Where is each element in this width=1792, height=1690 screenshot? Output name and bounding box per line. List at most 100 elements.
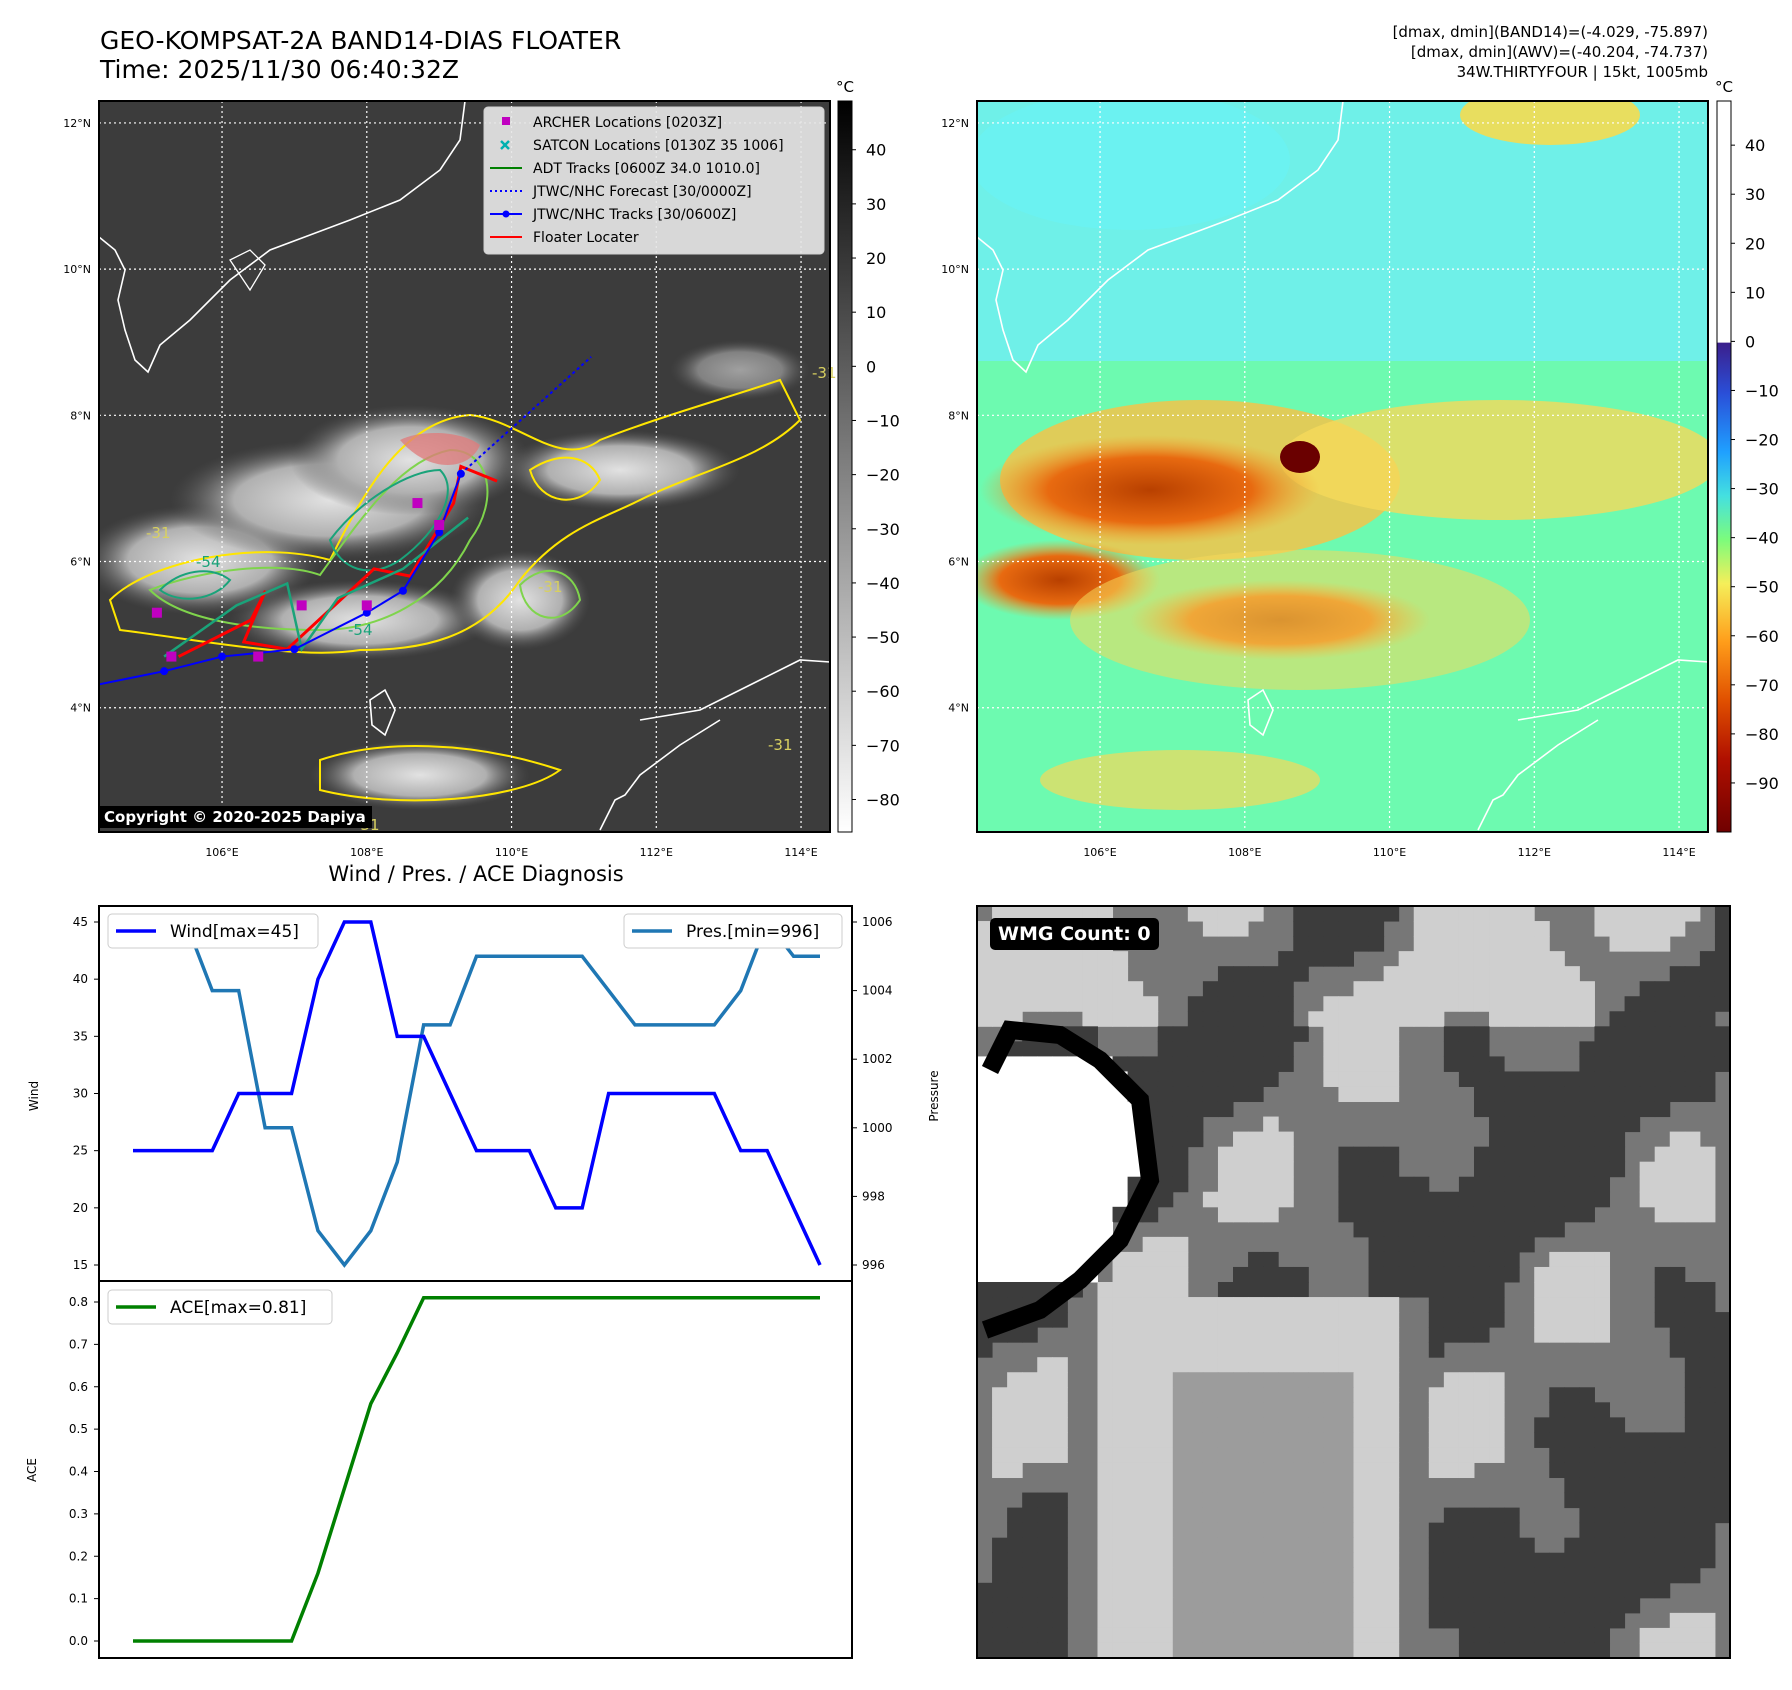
wmg-cell [1489, 1567, 1505, 1584]
wmg-cell [1473, 1041, 1490, 1057]
wmg-cell [1097, 1297, 1114, 1313]
wmg-cell [1639, 921, 1656, 937]
wmg-cell [1473, 966, 1490, 982]
wmg-cell [1097, 966, 1114, 982]
wmg-cell [1383, 1191, 1400, 1208]
wmg-cell [1473, 1597, 1490, 1614]
wmg-cell [1142, 1447, 1159, 1463]
wmg-cell [1202, 1026, 1219, 1042]
wmg-cell [1519, 1131, 1535, 1148]
wmg-cell [1353, 921, 1370, 937]
wmg-cell [1383, 1492, 1400, 1509]
wmg-cell [1654, 1056, 1671, 1072]
wmg-cell [1007, 1597, 1023, 1614]
wmg-cell [1248, 1176, 1264, 1193]
wmg-cell [1263, 1131, 1279, 1148]
wmg-cell [1338, 1011, 1354, 1027]
wmg-cell [1684, 1627, 1701, 1644]
archer-location [166, 651, 177, 662]
wmg-cell [1037, 1056, 1053, 1072]
legend-label: SATCON Locations [0130Z 35 1006] [533, 138, 784, 154]
wmg-cell [1564, 1146, 1580, 1163]
wmg-cell [1007, 1327, 1023, 1343]
wmg-cell [1549, 1552, 1565, 1569]
wmg-cell [1684, 981, 1701, 997]
wmg-cell [1368, 1462, 1385, 1479]
wmg-cell [1037, 1597, 1053, 1614]
wmg-cell [1217, 1282, 1234, 1298]
wmg-cell [1127, 1357, 1144, 1373]
wmg-cell [1594, 1297, 1611, 1313]
wmg-cell [1217, 1612, 1234, 1629]
wmg-cell [1368, 1402, 1385, 1418]
wmg-cell [1127, 1477, 1144, 1494]
wmg-cell [1624, 1116, 1641, 1133]
wmg-cell [1187, 1417, 1204, 1433]
wmg-cell [1217, 1056, 1234, 1072]
wmg-cell [1699, 1432, 1716, 1448]
jtwc-track-point [398, 586, 407, 595]
wmg-cell [1383, 1146, 1400, 1163]
wmg-cell [1669, 1447, 1686, 1463]
diagnosis-title: Wind / Pres. / ACE Diagnosis [328, 862, 624, 886]
wmg-cell [1157, 1522, 1174, 1539]
wmg-cell [1112, 1342, 1129, 1358]
wmg-cell [1217, 1582, 1234, 1599]
wmg-cell [1534, 1191, 1550, 1208]
ace-legend-box [107, 1289, 333, 1325]
wmg-cell [1052, 1387, 1068, 1403]
wmg-cell [1278, 1567, 1294, 1584]
wmg-cell [1534, 966, 1550, 982]
wmg-cell [1082, 1131, 1098, 1148]
wmg-cell [1233, 1206, 1249, 1223]
ace-tick-label: 0.8 [69, 1295, 88, 1309]
wmg-cell [1202, 1552, 1219, 1569]
wmg-cell [1022, 1522, 1038, 1539]
wmg-cell [1082, 996, 1098, 1012]
wmg-cell [1082, 1146, 1098, 1163]
wmg-cell [1594, 1026, 1611, 1042]
wmg-cell [1233, 1146, 1249, 1163]
wmg-cell [1624, 1041, 1641, 1057]
wmg-cell [1443, 1026, 1460, 1042]
wmg-cell [1473, 936, 1490, 952]
wmg-cell [1172, 1251, 1189, 1268]
wmg-cell [1473, 1552, 1490, 1569]
wmg-cell [1639, 1191, 1656, 1208]
wmg-cell [1639, 1492, 1656, 1509]
wmg-cell [1594, 1402, 1611, 1418]
wmg-cell [1067, 1221, 1083, 1238]
wmg-cell [1639, 1041, 1656, 1057]
wmg-cell [1549, 1402, 1565, 1418]
wmg-cell [1037, 1612, 1053, 1629]
legend-dot-marker [502, 210, 510, 218]
wmg-cell [1097, 1507, 1114, 1524]
ace-tick-label: 0.2 [69, 1549, 88, 1563]
wmg-cell [1564, 1251, 1580, 1268]
wmg-cell [1714, 996, 1731, 1012]
wmg-cell [1022, 1086, 1038, 1103]
wmg-cell [1172, 1357, 1189, 1373]
wmg-cell [1202, 1522, 1219, 1539]
wmg-cell [1097, 1417, 1114, 1433]
wmg-cell [1368, 1251, 1385, 1268]
wmg-cell [1564, 1582, 1580, 1599]
wmg-cell [1338, 1026, 1354, 1042]
wmg-cell [1338, 1537, 1354, 1554]
wmg-cell [1187, 1357, 1204, 1373]
wmg-cell [1263, 1041, 1279, 1057]
wmg-cell [1233, 1432, 1249, 1448]
wmg-cell [1714, 1372, 1731, 1388]
wmg-cell [1217, 1432, 1234, 1448]
wmg-cell [1187, 1312, 1204, 1328]
wmg-cell [1594, 1312, 1611, 1328]
wmg-cell [1458, 1176, 1475, 1193]
wmg-cell [1473, 1582, 1490, 1599]
wmg-cell [1142, 1282, 1159, 1298]
wmg-cell [1338, 996, 1354, 1012]
wmg-cell [1654, 1041, 1671, 1057]
wmg-cell [992, 1387, 1008, 1403]
wmg-cell [1594, 1492, 1611, 1509]
wmg-cell [1639, 1071, 1656, 1087]
wmg-cell [1323, 951, 1339, 967]
